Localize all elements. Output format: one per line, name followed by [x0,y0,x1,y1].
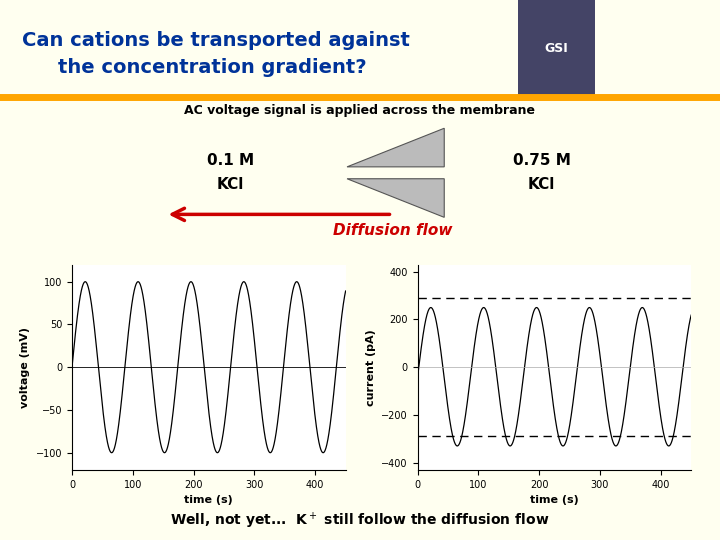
Text: KCl: KCl [528,177,555,192]
Text: 0.75 M: 0.75 M [513,153,570,168]
X-axis label: time (s): time (s) [184,495,233,505]
Text: Well, not yet...  K$^+$ still follow the diffusion flow: Well, not yet... K$^+$ still follow the … [171,511,549,531]
Text: AC voltage signal is applied across the membrane: AC voltage signal is applied across the … [184,104,536,117]
Polygon shape [347,128,444,167]
Polygon shape [347,179,444,217]
Y-axis label: current (pA): current (pA) [366,329,376,406]
Text: 0.1 M: 0.1 M [207,153,254,168]
Text: KCl: KCl [217,177,244,192]
Text: Diffusion flow: Diffusion flow [333,223,452,238]
Y-axis label: voltage (mV): voltage (mV) [20,327,30,408]
Text: GSI: GSI [545,42,569,55]
Bar [518,0,595,97]
Text: Can cations be transported against: Can cations be transported against [22,31,410,50]
X-axis label: time (s): time (s) [530,495,579,505]
Text: the concentration gradient?: the concentration gradient? [58,58,366,77]
